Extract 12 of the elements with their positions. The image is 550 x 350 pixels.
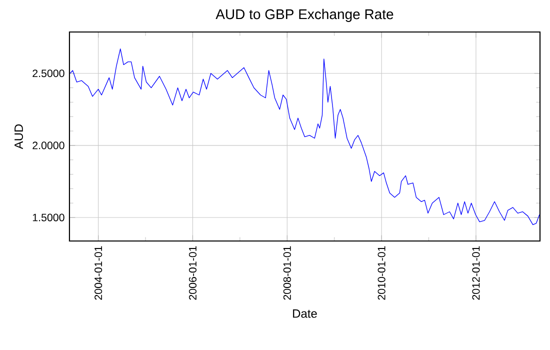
x-tick-label: 2012-01-01 <box>472 246 480 300</box>
x-tick-label: 2010-01-01 <box>378 246 386 300</box>
y-tick-label: 2.0000 <box>32 142 64 150</box>
chart-title: AUD to GBP Exchange Rate <box>216 8 394 22</box>
y-tick-label: 2.5000 <box>32 70 64 78</box>
x-tick-label: 2008-01-01 <box>283 246 291 300</box>
x-tick-label: 2006-01-01 <box>188 246 196 300</box>
x-axis-title: Date <box>293 309 317 318</box>
x-tick-label: 2004-01-01 <box>94 246 102 300</box>
y-tick-label: 1.5000 <box>32 214 64 222</box>
y-axis-title: AUD <box>14 124 23 150</box>
line-series <box>70 48 540 226</box>
